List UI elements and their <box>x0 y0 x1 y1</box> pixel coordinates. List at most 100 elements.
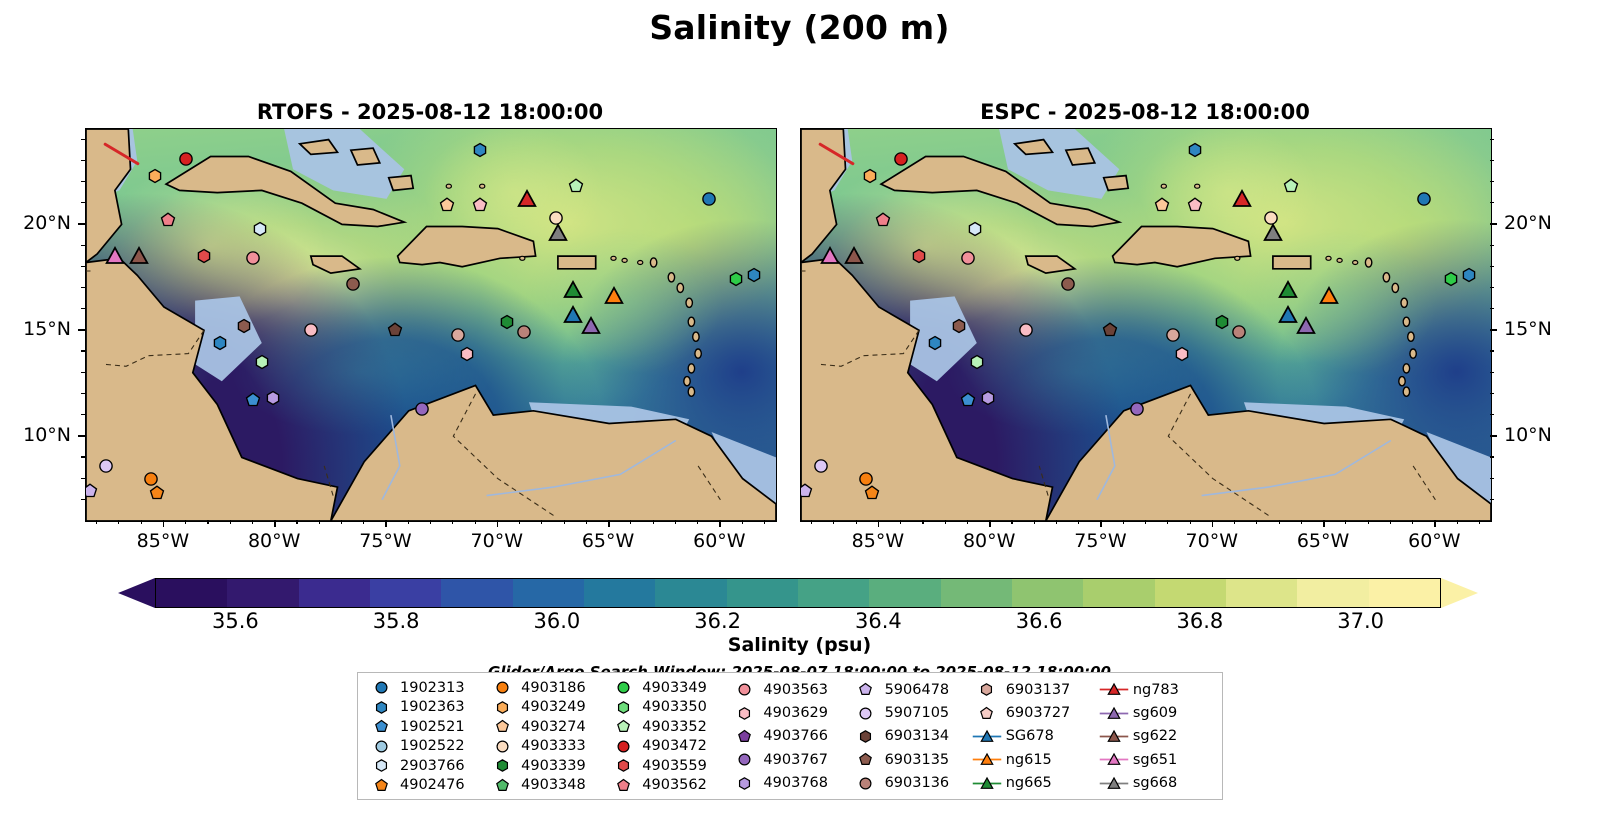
legend-item-4902476[interactable]: 4902476 <box>364 776 485 796</box>
legend-item-sg609[interactable]: sg609 <box>1097 701 1216 724</box>
map-panel-rtofs[interactable] <box>85 128 777 522</box>
map-marker-5906478[interactable] <box>801 483 814 500</box>
map-marker-1902521[interactable] <box>244 392 261 409</box>
map-marker-4903629[interactable] <box>458 345 475 362</box>
map-marker-1902313[interactable] <box>1416 190 1433 207</box>
map-marker-4903352[interactable] <box>968 354 985 371</box>
legend-item-4903249[interactable]: 4903249 <box>485 698 606 718</box>
legend-item-ng665[interactable]: ng665 <box>970 772 1097 795</box>
map-marker-6903135[interactable] <box>345 275 362 292</box>
map-marker-6903134[interactable] <box>1102 322 1119 339</box>
map-marker-4903352[interactable] <box>253 354 270 371</box>
map-marker-5907105[interactable] <box>98 457 115 474</box>
map-marker-2903766[interactable] <box>966 220 983 237</box>
map-marker-4903352[interactable] <box>1282 178 1299 195</box>
legend-item-4903349[interactable]: 4903349 <box>606 678 727 698</box>
map-marker-4903768[interactable] <box>979 390 996 407</box>
map-marker-4903629[interactable] <box>1017 322 1034 339</box>
map-marker-4903563[interactable] <box>244 250 261 267</box>
legend-item-4903562[interactable]: 4903562 <box>606 776 727 796</box>
legend-item-4903563[interactable]: 4903563 <box>727 678 848 701</box>
legend-item-4903352[interactable]: 4903352 <box>606 717 727 737</box>
map-marker-ng615[interactable] <box>1318 285 1340 307</box>
legend-item-sg651[interactable]: sg651 <box>1097 748 1216 771</box>
map-marker-4903629[interactable] <box>302 322 319 339</box>
map-marker-sg622[interactable] <box>128 245 150 267</box>
map-marker-4903339[interactable] <box>498 313 515 330</box>
legend-item-1902363[interactable]: 1902363 <box>364 698 485 718</box>
map-marker-4903559[interactable] <box>195 248 212 265</box>
legend-item-ng783[interactable]: ng783 <box>1097 678 1216 701</box>
map-marker-ng783[interactable] <box>1231 188 1253 210</box>
legend-item-6903135[interactable]: 6903135 <box>849 748 970 771</box>
marker-legend[interactable]: 1902313 1902363 1902521 1902522 2903766 49024… <box>357 672 1223 800</box>
map-marker-sg651[interactable] <box>819 245 841 267</box>
map-marker-1902363[interactable] <box>1186 142 1203 159</box>
legend-item-5906478[interactable]: 5906478 <box>849 678 970 701</box>
legend-item-SG678[interactable]: SG678 <box>970 725 1097 748</box>
map-marker-4903274[interactable] <box>1153 197 1170 214</box>
map-marker-ng615[interactable] <box>603 285 625 307</box>
map-marker-1902363[interactable] <box>211 335 228 352</box>
legend-item-6903137[interactable]: 6903137 <box>970 678 1097 701</box>
map-marker-6903135[interactable] <box>1060 275 1077 292</box>
map-marker-6903136[interactable] <box>516 324 533 341</box>
map-marker-ng783[interactable] <box>516 188 538 210</box>
map-marker-4903629[interactable] <box>1173 345 1190 362</box>
legend-item-4903766[interactable]: 4903766 <box>727 725 848 748</box>
map-marker-4903559[interactable] <box>910 248 927 265</box>
legend-item-5907105[interactable]: 5907105 <box>849 701 970 724</box>
map-marker-4903333[interactable] <box>1262 209 1279 226</box>
map-marker-4903339[interactable] <box>1213 313 1230 330</box>
legend-item-2903766[interactable]: 2903766 <box>364 756 485 776</box>
map-marker-4903186[interactable] <box>857 470 874 487</box>
map-marker-4903562[interactable] <box>875 212 892 229</box>
legend-item-6903727[interactable]: 6903727 <box>970 701 1097 724</box>
legend-item-6903134[interactable]: 6903134 <box>849 725 970 748</box>
map-marker-4903274[interactable] <box>438 197 455 214</box>
map-marker-sg609[interactable] <box>1295 315 1317 337</box>
map-marker-5907105[interactable] <box>813 457 830 474</box>
map-marker-4903472[interactable] <box>178 150 195 167</box>
legend-item-1902522[interactable]: 1902522 <box>364 737 485 757</box>
map-marker-1902363[interactable] <box>1460 267 1477 284</box>
legend-item-4903274[interactable]: 4903274 <box>485 717 606 737</box>
map-marker-1902313[interactable] <box>701 190 718 207</box>
legend-item-4903348[interactable]: 4903348 <box>485 776 606 796</box>
map-marker-6903134[interactable] <box>387 322 404 339</box>
legend-item-1902521[interactable]: 1902521 <box>364 717 485 737</box>
map-marker-4903472[interactable] <box>893 150 910 167</box>
map-marker-4903333[interactable] <box>547 209 564 226</box>
map-marker-4903629[interactable] <box>471 197 488 214</box>
map-marker-SG678[interactable] <box>1277 304 1299 326</box>
legend-item-4903629[interactable]: 4903629 <box>727 701 848 724</box>
legend-item-4903768[interactable]: 4903768 <box>727 772 848 795</box>
map-marker-1902363[interactable] <box>471 142 488 159</box>
map-panel-espc[interactable] <box>800 128 1492 522</box>
map-marker-4903629[interactable] <box>1186 197 1203 214</box>
map-marker-4903186[interactable] <box>142 470 159 487</box>
map-marker-5906478[interactable] <box>86 483 99 500</box>
map-marker-ng665[interactable] <box>562 279 584 301</box>
map-marker-1902363[interactable] <box>745 267 762 284</box>
map-marker-4903768[interactable] <box>264 390 281 407</box>
map-marker-6903136[interactable] <box>1231 324 1248 341</box>
legend-item-1902313[interactable]: 1902313 <box>364 678 485 698</box>
legend-item-4903472[interactable]: 4903472 <box>606 737 727 757</box>
map-marker-sg609[interactable] <box>580 315 602 337</box>
map-marker-ng665[interactable] <box>1277 279 1299 301</box>
map-marker-4902476[interactable] <box>149 485 166 502</box>
map-marker-SG678[interactable] <box>562 304 584 326</box>
map-marker-2903766[interactable] <box>251 220 268 237</box>
legend-item-4903767[interactable]: 4903767 <box>727 748 848 771</box>
map-marker-1902521[interactable] <box>959 392 976 409</box>
map-marker-4903352[interactable] <box>567 178 584 195</box>
legend-item-6903136[interactable]: 6903136 <box>849 772 970 795</box>
map-marker-6903135[interactable] <box>236 318 253 335</box>
legend-item-4903339[interactable]: 4903339 <box>485 756 606 776</box>
legend-item-sg622[interactable]: sg622 <box>1097 725 1216 748</box>
map-marker-4903349[interactable] <box>727 271 744 288</box>
map-marker-4903249[interactable] <box>862 167 879 184</box>
map-marker-6903135[interactable] <box>951 318 968 335</box>
map-marker-sg651[interactable] <box>104 245 126 267</box>
